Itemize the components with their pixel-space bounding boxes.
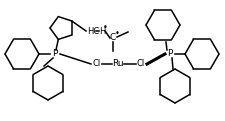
- Text: HC: HC: [87, 26, 99, 35]
- Text: Cl: Cl: [136, 60, 144, 68]
- Text: •: •: [114, 30, 119, 38]
- Text: P: P: [166, 49, 172, 58]
- Text: •: •: [102, 23, 107, 31]
- Text: Ru: Ru: [112, 60, 123, 68]
- Text: Cl: Cl: [92, 60, 101, 68]
- Text: H: H: [98, 26, 105, 35]
- Text: C: C: [109, 34, 116, 42]
- Text: P: P: [52, 49, 57, 58]
